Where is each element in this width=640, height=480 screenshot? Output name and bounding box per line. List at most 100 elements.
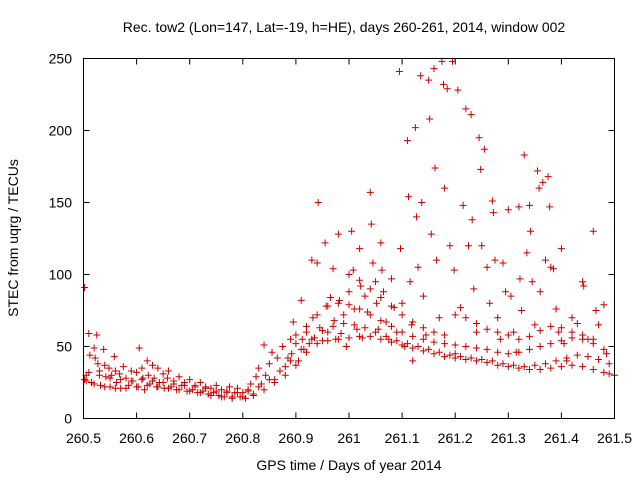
data-point [223,389,231,397]
data-point [477,165,485,173]
data-point [515,348,523,356]
data-point [393,337,401,345]
data-point [159,379,167,386]
data-point [292,331,300,339]
data-point [504,331,512,339]
data-point [547,340,555,348]
data-point [382,332,390,340]
y-axis-label: STEC from uqrg / TECUs [5,159,21,317]
data-point [546,203,554,211]
data-point [516,275,524,283]
data-point [494,361,502,369]
data-point [289,318,297,326]
data-point [595,355,603,363]
data-point [186,387,194,395]
data-point [356,276,364,284]
data-point [345,288,353,296]
data-point [431,164,439,172]
data-point [350,321,358,329]
data-point [515,364,523,372]
data-point [435,314,443,322]
data-point [488,197,496,205]
data-point [600,301,608,309]
data-point [527,227,535,235]
x-tick-label: 261.2 [438,430,473,446]
data-point [295,357,303,365]
data-point [526,345,534,353]
data-point [143,381,151,389]
data-point [483,263,491,271]
data-point [133,368,141,376]
data-point [297,345,305,353]
data-point [260,386,268,394]
data-point [515,203,523,211]
data-point [308,256,316,264]
data-point [468,216,476,224]
data-point [568,361,576,369]
data-point [472,344,480,352]
data-point [180,381,188,389]
data-point [535,184,543,192]
data-point [441,353,449,361]
x-tick-label: 260.9 [278,430,313,446]
data-point [313,311,321,319]
data-point [102,373,110,381]
data-point [86,351,94,359]
data-point [287,357,295,365]
data-point [478,242,486,250]
data-point [164,367,172,375]
data-point [377,335,385,343]
data-point [589,335,597,343]
x-tick-label: 261.5 [597,430,632,446]
data-point [489,209,497,217]
data-point [472,328,480,336]
y-tick-label: 150 [49,195,73,211]
data-point [218,386,226,394]
data-point [510,361,518,369]
data-point [108,371,116,379]
data-point [228,393,236,401]
data-point [592,307,600,314]
data-point [337,330,345,338]
data-point [496,335,504,343]
data-point [366,311,374,319]
data-point [454,86,462,94]
data-point [499,259,507,267]
data-point [372,328,380,336]
data-point [589,227,597,235]
data-point [579,363,587,371]
data-point [459,201,467,209]
data-point [252,373,260,381]
data-point [255,364,263,372]
data-point [292,340,300,348]
data-point [536,366,544,374]
data-point [449,57,457,65]
data-point [541,360,549,368]
data-point [425,345,433,353]
data-point [414,263,422,271]
data-point [324,328,332,336]
data-point [330,317,338,325]
data-point [435,348,443,356]
data-point [207,391,215,399]
data-point [450,266,458,274]
data-point [441,340,449,348]
data-point [470,285,478,293]
plot-frame [83,58,615,419]
data-point [462,105,470,113]
x-tick-label: 261.3 [491,430,526,446]
data-point [499,360,507,368]
x-tick-label: 260.6 [119,430,154,446]
data-point [488,357,496,365]
data-point [239,393,247,401]
data-point [90,344,98,352]
data-point [418,199,426,206]
data-point [464,242,472,250]
data-point [303,348,311,356]
data-point [191,383,199,391]
data-point [595,321,603,329]
data-point [196,389,204,397]
data-point [409,318,417,326]
data-point [605,360,613,368]
data-point [345,301,353,309]
